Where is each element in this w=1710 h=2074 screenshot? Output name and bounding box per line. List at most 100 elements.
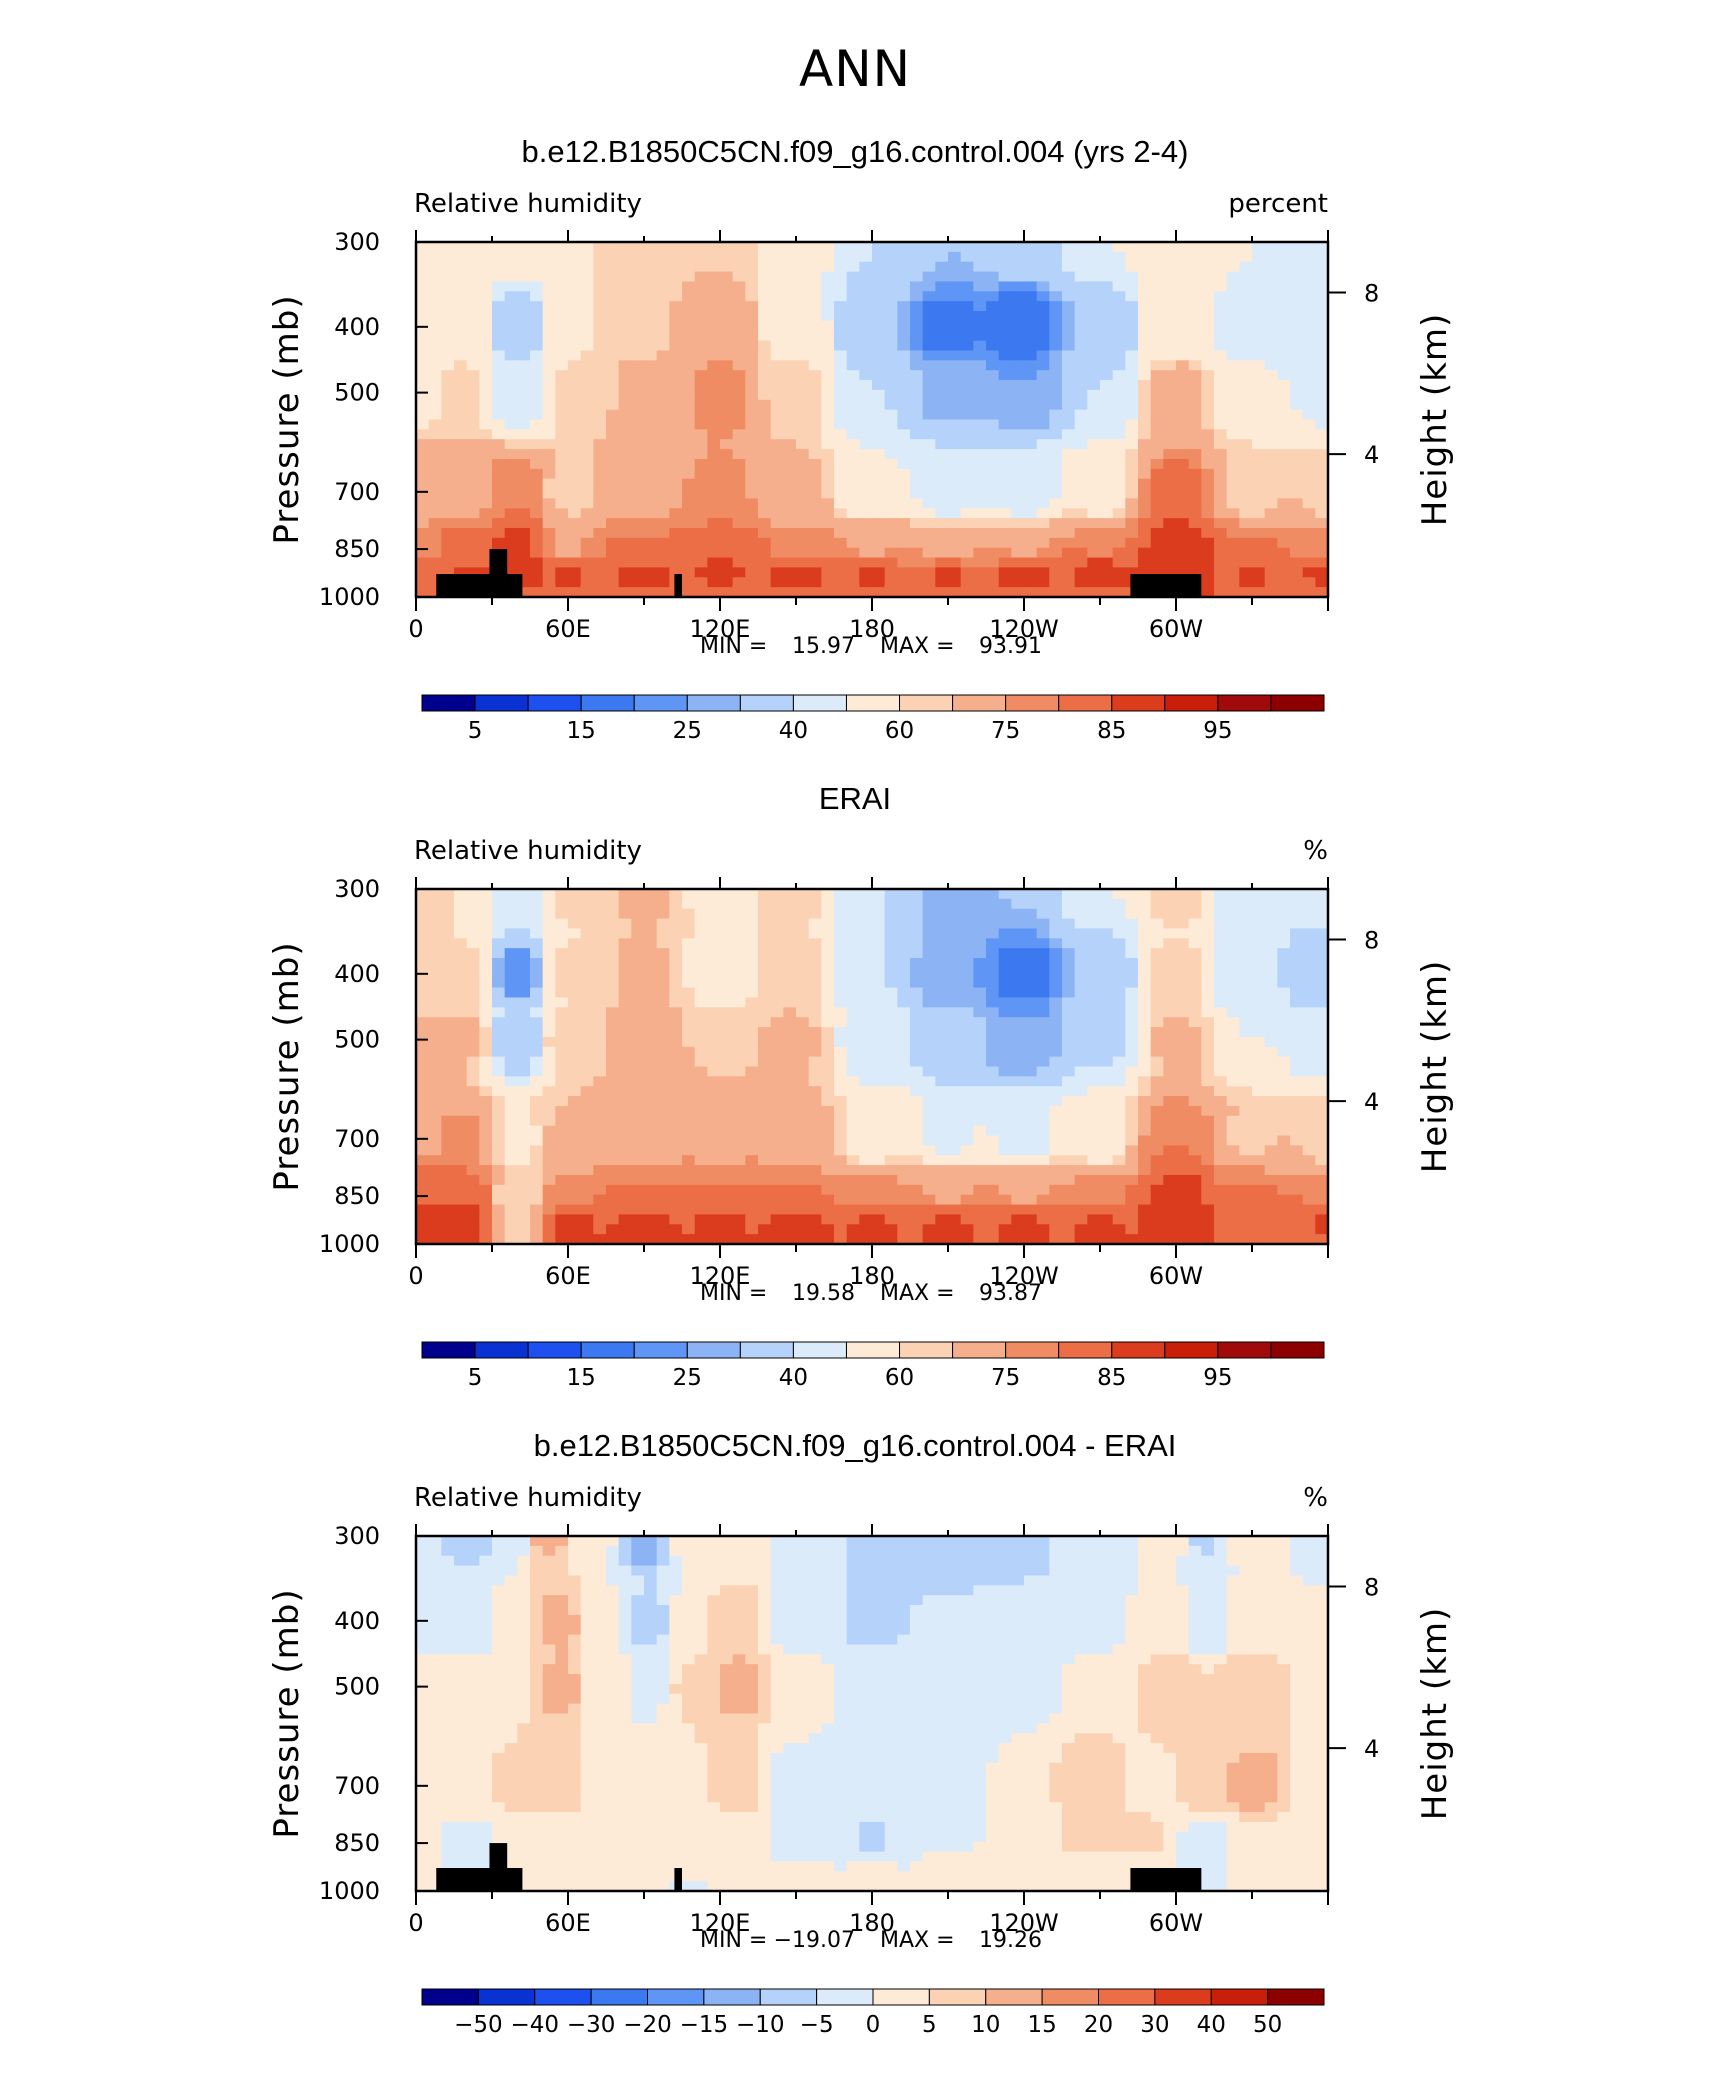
field-cell (555, 1145, 569, 1156)
field-cell (770, 938, 784, 949)
field-cell (694, 967, 708, 979)
field-cell (1264, 1174, 1278, 1186)
field-cell (1226, 498, 1240, 509)
field-cell (580, 928, 594, 939)
field-cell (1176, 898, 1190, 910)
field-cell (1290, 1007, 1304, 1018)
field-cell (935, 399, 949, 411)
field-cell (606, 1056, 620, 1068)
field-cell (770, 508, 784, 519)
field-cell (834, 409, 848, 421)
field-cell (973, 458, 987, 470)
field-cell (732, 251, 746, 263)
field-cell (580, 291, 594, 302)
field-cell (1290, 508, 1304, 519)
field-cell (986, 547, 1000, 559)
field-cell (1176, 311, 1190, 322)
field-cell (593, 508, 607, 519)
field-cell (416, 577, 430, 588)
field-cell (1138, 320, 1152, 332)
field-cell (1226, 1096, 1240, 1107)
field-cell (530, 537, 544, 549)
field-cell (998, 928, 1012, 939)
field-cell (428, 242, 442, 253)
field-cell (682, 389, 696, 401)
field-cell (1188, 429, 1202, 440)
field-cell (492, 889, 506, 900)
field-cell (986, 1105, 1000, 1117)
field-cell (1049, 1066, 1063, 1077)
field-cell (1302, 908, 1316, 920)
field-cell (1100, 458, 1114, 470)
field-cell (720, 301, 734, 312)
field-cell (973, 928, 987, 939)
field-cell (1163, 350, 1177, 361)
field-cell (682, 508, 696, 519)
field-cell (796, 419, 810, 430)
field-cell (1087, 242, 1101, 253)
field-cell (910, 1115, 924, 1127)
field-cell (720, 350, 734, 361)
field-cell (504, 370, 518, 381)
field-cell (1112, 889, 1126, 900)
field-cell (796, 449, 810, 460)
field-cell (1252, 958, 1266, 969)
field-cell (1188, 291, 1202, 302)
colorbar-box (580, 694, 635, 712)
field-cell (606, 518, 620, 529)
field-cell (1252, 468, 1266, 480)
field-cell (530, 508, 544, 519)
field-cell (1315, 389, 1329, 401)
field-cell (745, 967, 759, 979)
field-cell (504, 1056, 518, 1068)
field-cell (998, 587, 1012, 598)
field-cell (720, 967, 734, 979)
field-cell (593, 488, 607, 499)
field-cell (720, 1066, 734, 1077)
field-cell (593, 271, 607, 283)
field-cell (606, 271, 620, 283)
field-cell (669, 478, 683, 490)
field-cell (479, 1105, 493, 1117)
field-cell (568, 1056, 582, 1068)
field-cell (1176, 987, 1190, 999)
field-cell (707, 1194, 721, 1206)
field-cell (644, 898, 658, 910)
field-cell (707, 1096, 721, 1107)
field-cell (720, 1086, 734, 1097)
field-cell (656, 261, 670, 273)
field-cell (872, 587, 886, 598)
field-cell (1176, 948, 1190, 959)
field-cell (1188, 1086, 1202, 1097)
field-cell (644, 557, 658, 569)
field-cell (732, 1184, 746, 1196)
field-cell (1302, 370, 1316, 381)
field-cell (1226, 1036, 1240, 1048)
field-cell (416, 419, 430, 430)
field-cell (492, 350, 506, 361)
field-cell (998, 311, 1012, 322)
field-cell (872, 439, 886, 450)
field-cell (770, 301, 784, 312)
field-cell (504, 311, 518, 322)
field-cell (1226, 488, 1240, 499)
field-cell (1036, 587, 1050, 598)
field-cell (1315, 340, 1329, 352)
field-cell (454, 1096, 468, 1107)
field-cell (960, 587, 974, 598)
field-cell (770, 547, 784, 559)
field-cell (1062, 1036, 1076, 1048)
field-cell (542, 478, 556, 490)
field-cell (1290, 311, 1304, 322)
field-cell (1138, 498, 1152, 509)
field-cell (973, 1027, 987, 1038)
field-cell (1100, 340, 1114, 352)
field-cell (517, 439, 531, 450)
field-cell (530, 488, 544, 499)
field-cell (568, 1115, 582, 1127)
field-cell (555, 360, 569, 371)
field-cell (821, 281, 835, 292)
field-cell (504, 409, 518, 421)
field-cell (897, 389, 911, 401)
field-cell (694, 1007, 708, 1018)
